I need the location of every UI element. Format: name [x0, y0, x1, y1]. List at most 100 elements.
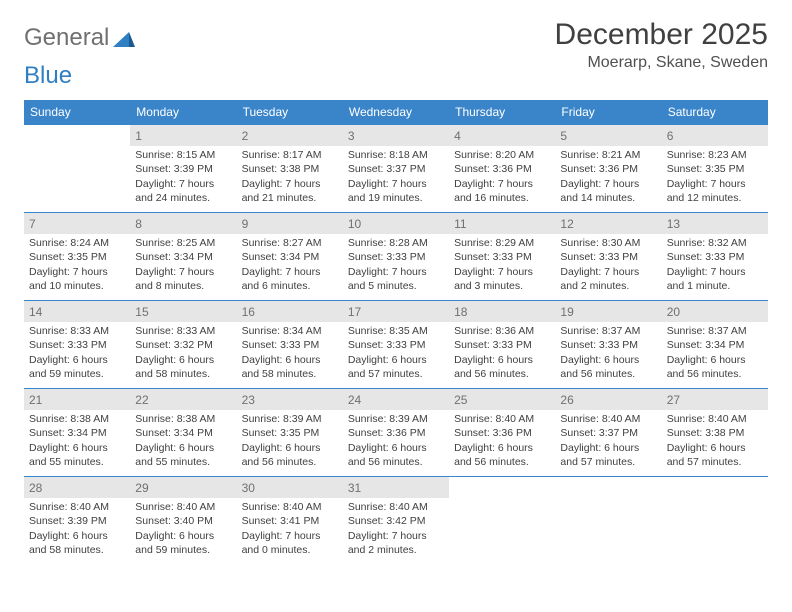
day-detail-line: Daylight: 6 hours [135, 529, 231, 543]
day-detail-line: Sunrise: 8:17 AM [242, 148, 338, 162]
day-detail-line: and 10 minutes. [29, 279, 125, 293]
calendar-day-cell: 19Sunrise: 8:37 AMSunset: 3:33 PMDayligh… [555, 301, 661, 389]
day-detail-line: and 12 minutes. [667, 191, 763, 205]
day-detail-line: Sunrise: 8:30 AM [560, 236, 656, 250]
day-detail-line: and 58 minutes. [242, 367, 338, 381]
day-detail-line: Sunrise: 8:33 AM [29, 324, 125, 338]
day-detail-line: Daylight: 7 hours [348, 529, 444, 543]
day-number: 18 [449, 301, 555, 322]
day-detail-line: Sunset: 3:34 PM [29, 426, 125, 440]
day-detail-line: Daylight: 7 hours [135, 177, 231, 191]
day-detail-line: and 57 minutes. [560, 455, 656, 469]
day-detail-line: and 0 minutes. [242, 543, 338, 557]
calendar-week-row: 14Sunrise: 8:33 AMSunset: 3:33 PMDayligh… [24, 301, 768, 389]
day-detail-line: Sunset: 3:36 PM [348, 426, 444, 440]
day-detail-line: Sunset: 3:34 PM [242, 250, 338, 264]
day-detail-line: and 6 minutes. [242, 279, 338, 293]
calendar-day-cell [662, 477, 768, 565]
day-detail-line: and 57 minutes. [348, 367, 444, 381]
day-detail-line: Daylight: 7 hours [135, 265, 231, 279]
day-detail-line: and 55 minutes. [29, 455, 125, 469]
day-detail-line: Sunset: 3:33 PM [560, 250, 656, 264]
day-detail-line: Daylight: 7 hours [560, 265, 656, 279]
calendar-day-cell: 25Sunrise: 8:40 AMSunset: 3:36 PMDayligh… [449, 389, 555, 477]
day-number: 6 [662, 125, 768, 146]
day-detail-line: Sunset: 3:33 PM [29, 338, 125, 352]
day-detail-line: Sunset: 3:37 PM [560, 426, 656, 440]
day-detail-line: Sunrise: 8:40 AM [454, 412, 550, 426]
weekday-header: Sunday [24, 100, 130, 125]
page-title: December 2025 [555, 18, 768, 52]
calendar-body: 1Sunrise: 8:15 AMSunset: 3:39 PMDaylight… [24, 125, 768, 565]
day-number: 9 [237, 213, 343, 234]
calendar-day-cell: 28Sunrise: 8:40 AMSunset: 3:39 PMDayligh… [24, 477, 130, 565]
calendar-week-row: 28Sunrise: 8:40 AMSunset: 3:39 PMDayligh… [24, 477, 768, 565]
day-detail-line: and 56 minutes. [242, 455, 338, 469]
day-detail-line: Sunset: 3:34 PM [135, 250, 231, 264]
day-detail-line: Sunrise: 8:34 AM [242, 324, 338, 338]
day-detail-line: Daylight: 6 hours [560, 441, 656, 455]
day-detail-line: Sunrise: 8:33 AM [135, 324, 231, 338]
day-number: 4 [449, 125, 555, 146]
calendar-day-cell: 11Sunrise: 8:29 AMSunset: 3:33 PMDayligh… [449, 213, 555, 301]
calendar-day-cell: 3Sunrise: 8:18 AMSunset: 3:37 PMDaylight… [343, 125, 449, 213]
day-detail-line: Sunrise: 8:28 AM [348, 236, 444, 250]
day-detail-line: Sunset: 3:34 PM [135, 426, 231, 440]
day-detail-line: Daylight: 6 hours [348, 441, 444, 455]
calendar-day-cell: 17Sunrise: 8:35 AMSunset: 3:33 PMDayligh… [343, 301, 449, 389]
location-subtitle: Moerarp, Skane, Sweden [555, 54, 768, 72]
day-detail-line: Daylight: 6 hours [667, 441, 763, 455]
calendar-day-cell: 21Sunrise: 8:38 AMSunset: 3:34 PMDayligh… [24, 389, 130, 477]
calendar-day-cell: 30Sunrise: 8:40 AMSunset: 3:41 PMDayligh… [237, 477, 343, 565]
day-detail-line: Sunrise: 8:40 AM [560, 412, 656, 426]
day-detail-line: Sunrise: 8:37 AM [667, 324, 763, 338]
day-detail-line: Daylight: 7 hours [667, 177, 763, 191]
calendar-day-cell: 9Sunrise: 8:27 AMSunset: 3:34 PMDaylight… [237, 213, 343, 301]
day-number: 2 [237, 125, 343, 146]
day-detail-line: and 14 minutes. [560, 191, 656, 205]
calendar-day-cell: 12Sunrise: 8:30 AMSunset: 3:33 PMDayligh… [555, 213, 661, 301]
day-detail-line: and 56 minutes. [454, 455, 550, 469]
day-number: 3 [343, 125, 449, 146]
calendar-head: SundayMondayTuesdayWednesdayThursdayFrid… [24, 100, 768, 125]
day-detail-line: Sunrise: 8:32 AM [667, 236, 763, 250]
calendar-day-cell: 18Sunrise: 8:36 AMSunset: 3:33 PMDayligh… [449, 301, 555, 389]
calendar-day-cell: 4Sunrise: 8:20 AMSunset: 3:36 PMDaylight… [449, 125, 555, 213]
day-detail-line: Sunset: 3:39 PM [135, 162, 231, 176]
day-detail-line: Daylight: 7 hours [454, 177, 550, 191]
day-detail-line: Daylight: 6 hours [242, 441, 338, 455]
day-number: 31 [343, 477, 449, 498]
day-detail-line: Sunset: 3:33 PM [667, 250, 763, 264]
day-number: 7 [24, 213, 130, 234]
day-detail-line: Daylight: 7 hours [242, 177, 338, 191]
calendar-day-cell: 6Sunrise: 8:23 AMSunset: 3:35 PMDaylight… [662, 125, 768, 213]
day-detail-line: Sunrise: 8:40 AM [348, 500, 444, 514]
day-number: 25 [449, 389, 555, 410]
day-detail-line: Sunrise: 8:39 AM [348, 412, 444, 426]
day-detail-line: Sunset: 3:33 PM [560, 338, 656, 352]
day-detail-line: Daylight: 6 hours [454, 353, 550, 367]
calendar-day-cell: 27Sunrise: 8:40 AMSunset: 3:38 PMDayligh… [662, 389, 768, 477]
day-number: 16 [237, 301, 343, 322]
calendar-day-cell: 14Sunrise: 8:33 AMSunset: 3:33 PMDayligh… [24, 301, 130, 389]
day-detail-line: Daylight: 6 hours [242, 353, 338, 367]
day-detail-line: and 2 minutes. [560, 279, 656, 293]
calendar-day-cell [24, 125, 130, 213]
logo-text-a: General [24, 24, 109, 52]
day-detail-line: Sunrise: 8:35 AM [348, 324, 444, 338]
calendar-week-row: 21Sunrise: 8:38 AMSunset: 3:34 PMDayligh… [24, 389, 768, 477]
day-number: 20 [662, 301, 768, 322]
weekday-header: Monday [130, 100, 236, 125]
day-detail-line: Sunset: 3:35 PM [242, 426, 338, 440]
day-detail-line: and 58 minutes. [29, 543, 125, 557]
weekday-header: Friday [555, 100, 661, 125]
day-number: 27 [662, 389, 768, 410]
day-detail-line: and 21 minutes. [242, 191, 338, 205]
day-detail-line: and 2 minutes. [348, 543, 444, 557]
day-detail-line: Daylight: 7 hours [29, 265, 125, 279]
day-detail-line: and 56 minutes. [454, 367, 550, 381]
day-detail-line: Sunset: 3:33 PM [454, 338, 550, 352]
calendar-day-cell: 23Sunrise: 8:39 AMSunset: 3:35 PMDayligh… [237, 389, 343, 477]
day-number: 1 [130, 125, 236, 146]
day-detail-line: and 5 minutes. [348, 279, 444, 293]
